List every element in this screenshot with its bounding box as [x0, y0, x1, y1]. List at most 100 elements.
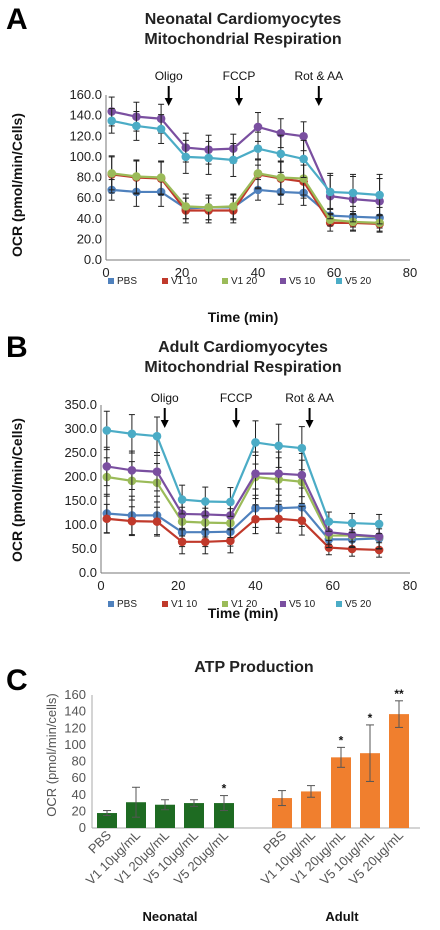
bar — [155, 804, 175, 828]
data-point — [274, 441, 283, 451]
data-point — [374, 532, 384, 541]
series-line — [106, 429, 380, 526]
panel-a-x-tick-label: 20 — [175, 265, 189, 280]
data-point — [348, 188, 358, 198]
panel-b-label: B — [6, 331, 28, 364]
panel-a-legend-label: V5 10 — [289, 276, 316, 287]
panel-a-x-axis-label: Time (min) — [208, 309, 279, 325]
data-point — [200, 497, 210, 506]
data-point — [375, 190, 384, 200]
significance-marker: * — [222, 782, 227, 796]
panel-b-series-v1-10 — [102, 503, 384, 558]
panel-b-legend-swatch — [336, 601, 342, 607]
panel-b: B Adult Cardiomyocytes Mitochondrial Res… — [6, 331, 417, 621]
panel-a-y-tick-label: 20.0 — [77, 231, 102, 246]
data-point — [229, 155, 238, 165]
data-point — [299, 174, 308, 183]
panel-c-y-tick-label: 40 — [72, 787, 86, 802]
panel-a-legend-label: V1 10 — [171, 276, 198, 287]
data-point — [226, 497, 235, 507]
data-point — [152, 431, 162, 441]
data-point — [177, 537, 187, 547]
panel-b-y-axis-label: OCR (pmol/min/Cells) — [9, 418, 25, 562]
panel-a-annotation-arrowhead — [164, 98, 173, 106]
panel-a-y-axis-label: OCR (pmol/min/Cells) — [9, 113, 25, 257]
bar — [301, 791, 321, 828]
panel-b-series-pbs — [102, 487, 384, 550]
group-label-adult: Adult — [325, 909, 359, 924]
panel-b-series-v5-20 — [102, 410, 384, 535]
panel-a-legend-label: PBS — [117, 276, 137, 287]
panel-a-series-v5-20 — [107, 107, 384, 217]
panel-a-title-line-2: Mitochondrial Respiration — [144, 31, 341, 48]
panel-b-legend-swatch — [162, 601, 168, 607]
panel-a-x-tick-label: 60 — [327, 265, 341, 280]
series-line — [106, 475, 380, 539]
significance-marker: ** — [394, 687, 404, 701]
data-point — [181, 152, 191, 162]
data-point — [102, 514, 112, 524]
panel-b-x-tick-label: 0 — [97, 578, 104, 593]
panel-a-y-tick-label: 40.0 — [77, 211, 102, 226]
panel-b-plot: 0.0 50.0 100.0 150.0 200.0 250.0 300.0 350.0 0 20… — [64, 391, 417, 610]
panel-b-y-tick-label: 300.0 — [64, 421, 97, 436]
panel-b-title-line-1: Adult Cardiomyocytes — [158, 339, 328, 356]
data-point — [127, 429, 137, 439]
data-point — [156, 124, 166, 134]
data-point — [297, 443, 307, 453]
panel-a-y-tick-label: 160.0 — [69, 87, 102, 102]
panel-b-y-tick-label: 0.0 — [79, 565, 97, 580]
panel-c-y-tick-label: 160 — [64, 687, 86, 702]
series-line — [111, 119, 380, 197]
data-point — [297, 516, 307, 525]
panel-a-title-line-1: Neonatal Cardiomyocytes — [145, 11, 342, 28]
data-point — [251, 514, 260, 524]
panel-c-y-tick-label: 120 — [64, 720, 86, 735]
panel-c-title: ATP Production — [194, 659, 313, 676]
panel-a-annotation-label: FCCP — [223, 69, 256, 83]
panel-a: A Neonatal Cardiomyocytes Mitochondrial … — [6, 3, 417, 325]
panel-b-y-tick-label: 150.0 — [64, 493, 97, 508]
data-point — [253, 144, 263, 153]
panel-c-y-axis-label: OCR (pmol/min/cells) — [44, 693, 59, 817]
panel-a-y-tick-label: 120.0 — [69, 128, 102, 143]
panel-a-legend-swatch — [336, 278, 342, 284]
panel-a-annotation-arrowhead — [235, 98, 243, 106]
panel-a-y-tick-label: 60.0 — [77, 190, 102, 205]
panel-b-annotation-label: Oligo — [151, 391, 179, 405]
panel-b-annotation-arrowhead — [305, 420, 314, 428]
panel-a-label: A — [6, 3, 28, 36]
panel-b-legend-label: V1 20 — [231, 599, 258, 610]
data-point — [325, 187, 335, 197]
data-point — [274, 514, 283, 524]
panel-b-y-tick-label: 350.0 — [64, 397, 97, 412]
panel-b-x-tick-label: 80 — [403, 578, 417, 593]
panel-b-annotation-label: Rot & AA — [285, 391, 334, 405]
panel-a-annotation-label: Rot & AA — [294, 69, 343, 83]
panel-b-x-tick-label: 40 — [248, 578, 262, 593]
bar — [97, 813, 117, 828]
panel-b-annotation-label: FCCP — [220, 391, 253, 405]
significance-marker: * — [339, 733, 344, 747]
data-point — [181, 202, 191, 211]
data-point — [204, 203, 213, 212]
data-point — [102, 426, 112, 435]
data-point — [200, 537, 210, 547]
panel-b-legend-label: V5 20 — [345, 599, 372, 610]
panel-c-label: C — [6, 664, 28, 697]
bar — [389, 714, 409, 828]
significance-marker: * — [368, 711, 373, 725]
panel-b-legend-swatch — [222, 601, 228, 607]
panel-b-y-tick-label: 250.0 — [64, 445, 97, 460]
data-point — [324, 527, 334, 537]
panel-a-annotation-label: Oligo — [155, 69, 183, 83]
data-point — [374, 519, 384, 529]
data-point — [253, 122, 263, 132]
panel-b-y-tick-label: 200.0 — [64, 469, 97, 484]
panel-c-y-tick-label: 60 — [72, 770, 86, 785]
panel-a-x-tick-label: 0 — [102, 265, 109, 280]
panel-b-x-tick-label: 60 — [326, 578, 340, 593]
data-point — [251, 438, 260, 447]
panel-a-legend-swatch — [222, 278, 228, 284]
